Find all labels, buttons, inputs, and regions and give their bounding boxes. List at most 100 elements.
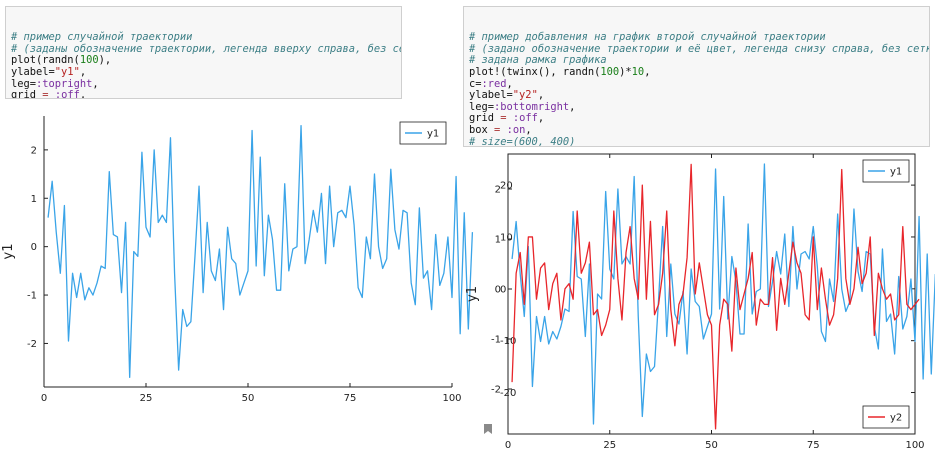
x-tick-label: 100 xyxy=(905,440,924,451)
code-token: , xyxy=(79,65,87,78)
code-line: # size=(600, 400) xyxy=(469,135,924,147)
code-line: ylabel="y1", xyxy=(11,65,396,79)
code-line: ylabel="y2", xyxy=(469,89,924,102)
y-tick-label: 2 xyxy=(495,185,501,196)
y-axis-label: y1 xyxy=(465,286,480,302)
code-line: c=:red, xyxy=(469,77,924,91)
code-line: box = :on, xyxy=(469,123,924,137)
x-tick-label: 25 xyxy=(140,393,153,404)
code-token: , xyxy=(79,89,87,99)
code-cell-right[interactable]: # пример добавления на график второй слу… xyxy=(463,6,930,147)
code-token: , xyxy=(569,100,576,113)
y-tick-label: -2 xyxy=(27,339,37,350)
code-line: # (задано обозначение траектории и её цв… xyxy=(469,43,929,56)
x-tick-label: 75 xyxy=(344,393,357,404)
code-token: , xyxy=(506,77,513,90)
code-line: leg=:topright, xyxy=(11,77,396,91)
y-tick-label: 0 xyxy=(31,242,37,253)
series-line-y2 xyxy=(511,163,920,430)
y2-tick-label: 0 xyxy=(500,284,506,295)
x-tick-label: 100 xyxy=(442,393,461,404)
code-token: grid xyxy=(469,112,501,125)
y-axis-label: y1 xyxy=(1,244,16,260)
y-tick-label: 2 xyxy=(31,145,37,156)
y-tick-label: 0 xyxy=(495,285,501,296)
code-token: # size=(600, 400) xyxy=(469,135,576,147)
code-cell-left[interactable]: # пример случайной траектории # (заданы о… xyxy=(5,6,402,99)
code-line: # пример добавления на график второй слу… xyxy=(469,31,924,44)
series-line-y1 xyxy=(47,125,474,378)
code-token: ylabel= xyxy=(11,65,55,78)
code-token: , xyxy=(92,77,99,90)
x-tick-label: 0 xyxy=(41,393,47,404)
code-token: , xyxy=(537,112,545,125)
y2-tick-label: 20 xyxy=(500,181,513,192)
code-token: "y2" xyxy=(512,89,538,102)
y-tick-label: 1 xyxy=(31,194,37,205)
x-tick-label: 50 xyxy=(705,440,718,451)
code-token: = xyxy=(494,123,501,136)
code-token: # (задано обозначение траектории и её цв… xyxy=(469,42,930,55)
legend-label: y1 xyxy=(427,129,439,140)
code-token: plot!(twinx(), randn( xyxy=(469,65,601,78)
code-line: # (заданы обозначение траектории, легенд… xyxy=(11,43,401,56)
code-token: = xyxy=(42,89,49,99)
code-line: plot(randn(100), xyxy=(11,55,396,67)
code-cell-left-source[interactable]: # пример случайной траектории # (заданы о… xyxy=(11,31,401,99)
legend-label: y2 xyxy=(890,413,902,424)
code-token: leg= xyxy=(11,77,37,90)
x-tick-label: 50 xyxy=(242,393,255,404)
code-token: "y1" xyxy=(54,65,80,78)
y2-tick-label: -10 xyxy=(500,336,516,347)
x-tick-label: 0 xyxy=(505,440,511,451)
code-line: grid = :off, xyxy=(11,89,396,99)
series-line-y1 xyxy=(511,163,935,425)
code-token: :off xyxy=(54,89,80,99)
code-cell-right-source[interactable]: # пример добавления на график второй слу… xyxy=(469,31,929,147)
code-token: 10 xyxy=(631,65,645,78)
code-token: c= xyxy=(469,77,482,90)
legend-label: y1 xyxy=(890,167,902,178)
legend-box xyxy=(862,405,910,429)
code-line: leg=:bottomright, xyxy=(469,100,924,114)
legend-box xyxy=(862,159,910,183)
plot-output-left: 0 25 50 75 100 -2 -1 0 1 2 y1 y1 xyxy=(1,116,474,404)
y-tick-label: -1 xyxy=(491,335,501,346)
code-token: :bottomright xyxy=(494,100,570,113)
code-token: 100 xyxy=(600,65,620,78)
x-tick-label: 75 xyxy=(807,440,820,451)
code-line: # пример случайной траектории xyxy=(11,31,396,44)
code-token: # задана рамка графика xyxy=(469,54,607,67)
y-tick-label: 1 xyxy=(495,235,501,246)
code-token: ), xyxy=(98,54,112,67)
code-token: 100 xyxy=(79,54,99,67)
code-token: = xyxy=(500,112,507,125)
code-token: plot(randn( xyxy=(11,54,80,67)
code-token: :red xyxy=(481,77,507,90)
y2-tick-label: -20 xyxy=(500,388,516,399)
y-tick-label: -2 xyxy=(491,385,501,396)
code-token: :on xyxy=(506,123,526,136)
code-token: )* xyxy=(619,65,632,78)
code-line: # задана рамка графика xyxy=(469,55,924,67)
code-line: plot!(twinx(), randn(100)*10, xyxy=(469,65,924,79)
code-token: grid xyxy=(11,89,43,99)
code-token: , xyxy=(525,123,532,136)
code-token: # (заданы обозначение траектории, легенд… xyxy=(11,42,402,55)
code-token: box xyxy=(469,123,495,136)
code-line: grid = :off, xyxy=(469,113,924,125)
code-token: , xyxy=(537,89,545,102)
x-tick-label: 25 xyxy=(603,440,616,451)
code-token: leg= xyxy=(469,100,495,113)
code-token: # пример добавления на график второй слу… xyxy=(469,31,826,44)
y2-tick-label: 10 xyxy=(500,232,513,243)
y-tick-label: -1 xyxy=(27,291,37,302)
code-token: , xyxy=(644,65,651,78)
code-token: # пример случайной траектории xyxy=(11,31,193,44)
code-token: ylabel= xyxy=(469,89,513,102)
code-token: :off xyxy=(512,112,538,125)
bookmark-icon[interactable] xyxy=(484,424,492,434)
code-token: :topright xyxy=(36,77,93,90)
legend-box xyxy=(399,121,447,145)
